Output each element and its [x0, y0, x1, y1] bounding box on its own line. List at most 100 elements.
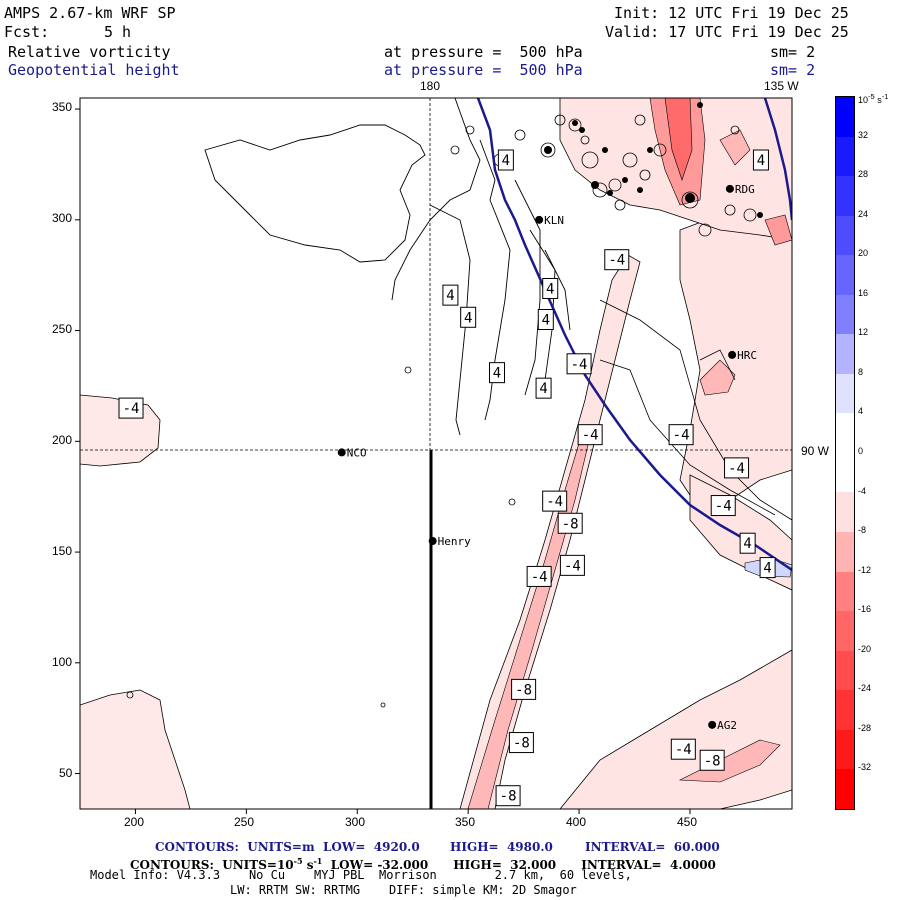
contour-label: -4: [728, 461, 745, 477]
contour-label-box: [537, 308, 554, 330]
contour-label: 4: [539, 381, 547, 397]
field1-smoothing: sm= 2: [770, 43, 816, 61]
contour-label: -4: [531, 569, 548, 585]
colorbar-segment: [836, 176, 854, 216]
colorbar-segment: [836, 215, 854, 256]
colorbar-tick-label: 0: [858, 446, 864, 456]
lon-label-90w: 90 W: [801, 444, 830, 458]
contour-label: -8: [562, 516, 579, 532]
contour-label: 4: [502, 153, 510, 169]
colorbar-segment: [836, 136, 854, 177]
contour-label-box: [739, 532, 756, 554]
contour-label: -4: [608, 253, 625, 269]
colorbar-tick-label: -4: [858, 485, 867, 496]
contour-label: 4: [757, 153, 765, 169]
contour-label: -4: [673, 428, 690, 444]
contour-label-box: [557, 512, 583, 534]
colorbar-tick-label: -24: [858, 683, 872, 694]
contour-label-box: [670, 738, 696, 760]
y-tick: 100: [52, 655, 73, 669]
station-label: HRC: [737, 349, 757, 362]
contour-label: -4: [123, 401, 140, 417]
field1-name: Relative vorticity: [8, 43, 171, 61]
colorbar-tick-label: 28: [858, 169, 869, 180]
colorbar-segment: [836, 97, 854, 137]
contour-label: 4: [743, 536, 751, 552]
contour-label: 4: [763, 561, 771, 577]
contour-label: -8: [515, 682, 532, 698]
forecast-label: Fcst:: [4, 23, 50, 41]
contour-label-box: [724, 457, 750, 479]
contour-label-box: [604, 249, 630, 271]
contour-label-box: [566, 353, 592, 375]
contour-label: -8: [500, 789, 517, 805]
colorbar-tick-label: -12: [858, 564, 872, 575]
field1-level: at pressure = 500 hPa: [384, 43, 583, 61]
colorbar: [835, 96, 855, 810]
colorbar-segment: [836, 611, 854, 651]
colorbar-tick-label: 20: [858, 248, 869, 259]
contour-label: 4: [464, 310, 472, 326]
colorbar-segment: [836, 334, 854, 374]
height-interval: INTERVAL= 60.000: [585, 840, 720, 854]
height-contours-info: CONTOURS: UNITS=m LOW= 4920.0: [155, 840, 420, 854]
contour-label-box: [559, 554, 585, 576]
contour-label-box: [699, 749, 725, 771]
colorbar-unit: 10-5 s-1: [858, 92, 889, 105]
colorbar-segment: [836, 452, 854, 493]
x-tick: 250: [234, 815, 255, 829]
field2-name: Geopotential height: [8, 61, 180, 79]
model-physics: LW: RRTM SW: RRTMG DIFF: simple KM: 2D S…: [230, 883, 577, 897]
contour-label: -4: [715, 499, 732, 515]
colorbar-segment: [836, 373, 854, 414]
contour-label: -8: [513, 736, 530, 752]
colorbar-tick-label: -20: [858, 643, 872, 654]
contour-label-box: [759, 557, 776, 579]
contour-label: 4: [493, 366, 501, 382]
colorbar-segment: [836, 769, 854, 809]
x-tick: 450: [677, 815, 698, 829]
y-tick: 350: [52, 100, 73, 114]
vorticity-contours-info: CONTOURS: UNITS=10-5 s-1 LOW= -32.000 HI…: [130, 856, 716, 872]
colorbar-tick-label: 8: [858, 366, 864, 377]
station-marker: [728, 350, 737, 359]
x-tick: 300: [345, 815, 366, 829]
colorbar-tick-label: -28: [858, 722, 872, 733]
station-label: NCO: [347, 446, 367, 459]
colorbar-tick-label: 4: [858, 406, 864, 417]
colorbar-segment: [836, 492, 854, 533]
y-tick: 300: [52, 211, 73, 225]
colorbar-segment: [836, 532, 854, 572]
init-time: Init: 12 UTC Fri 19 Dec 25: [614, 4, 849, 22]
x-tick: 200: [124, 815, 145, 829]
colorbar-segment: [836, 571, 854, 612]
contour-label: 4: [446, 288, 454, 304]
model-info: Model Info: V4.3.3 No Cu MYJ PBL Morriso…: [90, 868, 632, 882]
contour-label-box: [511, 678, 537, 700]
station-label: AG2: [717, 719, 737, 732]
station-marker: [725, 184, 734, 193]
colorbar-tick-label: -32: [858, 762, 872, 773]
height-high: HIGH= 4980.0: [450, 840, 553, 854]
colorbar-tick-label: -16: [858, 604, 872, 615]
contour-label: -4: [675, 742, 692, 758]
contour-label-box: [668, 424, 694, 446]
contour-label: -4: [564, 558, 581, 574]
colorbar-tick-label: 32: [858, 129, 869, 140]
field2-level: at pressure = 500 hPa: [384, 61, 583, 79]
station-label: RDG: [735, 183, 755, 196]
colorbar-segment: [836, 650, 854, 691]
station-label: KLN: [544, 214, 564, 227]
valid-time: Valid: 17 UTC Fri 19 Dec 25: [605, 23, 849, 41]
contour-label-box: [118, 397, 144, 419]
colorbar-tick-label: 24: [858, 208, 869, 219]
station-marker: [708, 720, 717, 729]
colorbar-segment: [836, 690, 854, 730]
station-marker: [337, 448, 346, 457]
colorbar-segment: [836, 413, 854, 453]
contour-label: -4: [546, 494, 563, 510]
station-marker: [535, 215, 544, 224]
y-tick: 200: [52, 433, 73, 447]
y-tick: 250: [52, 322, 73, 336]
